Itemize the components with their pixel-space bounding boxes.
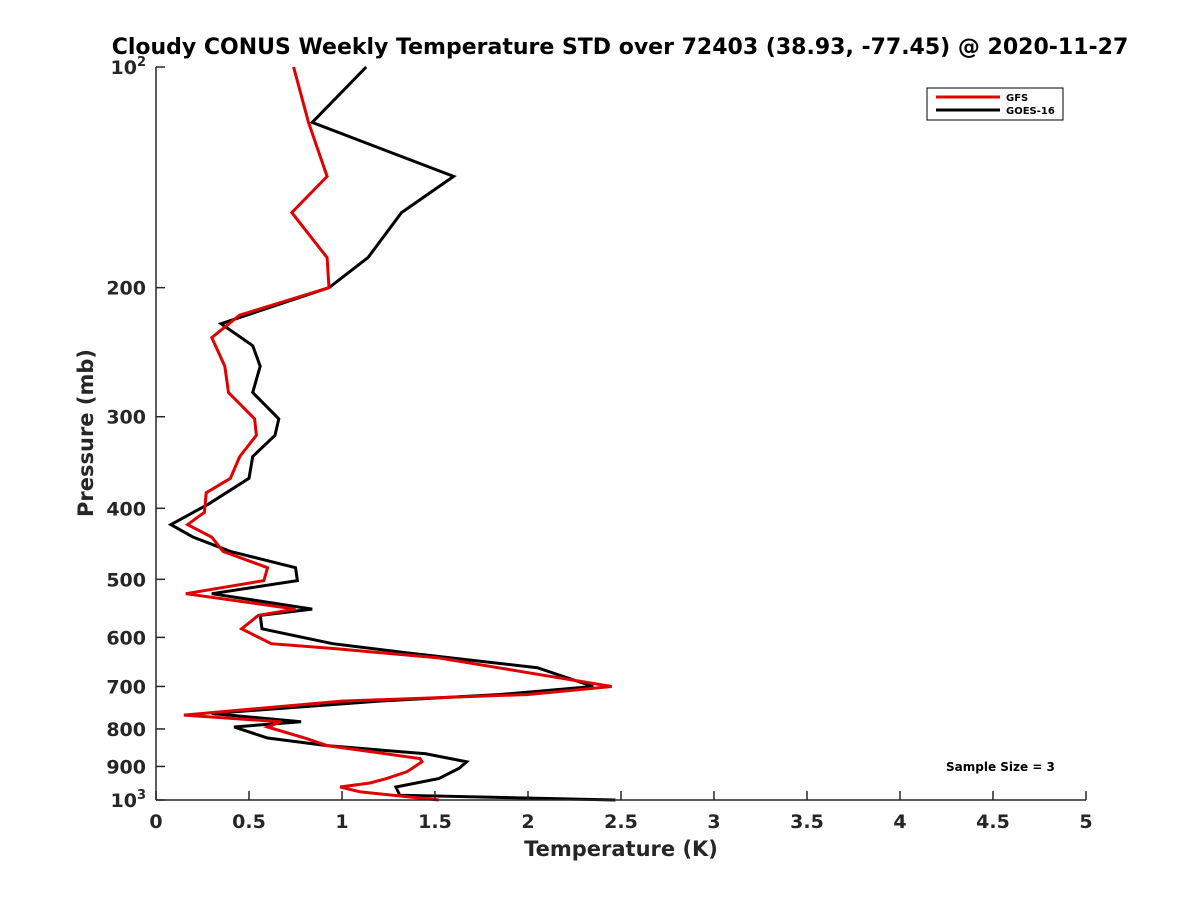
series-line-goes-16	[167, 65, 616, 802]
legend-box	[926, 87, 1064, 121]
y-tick-label: 500	[106, 569, 146, 591]
legend: GFS GOES-16	[926, 87, 1064, 121]
x-tick-label: 0.5	[232, 811, 266, 833]
series-layer	[167, 65, 616, 802]
x-ticks: 0 0.5 1 1.5 2 2.5 3 3.5 4 4.5 5	[149, 791, 1093, 833]
y-tick-label: 102	[111, 55, 147, 79]
x-axis-label: Temperature (K)	[524, 837, 718, 861]
y-tick-label: 600	[106, 627, 146, 649]
x-tick-label: 4	[893, 811, 906, 833]
y-tick-label: 400	[106, 498, 146, 520]
x-tick-label: 3	[707, 811, 720, 833]
y-tick-label: 300	[106, 407, 146, 429]
y-axis-label: Pressure (mb)	[74, 349, 98, 517]
legend-label-goes-16: GOES-16	[1006, 106, 1055, 117]
y-tick-label: 700	[106, 676, 146, 698]
legend-label-gfs: GFS	[1006, 93, 1028, 104]
x-tick-label: 2.5	[604, 811, 638, 833]
y-tick-label: 900	[106, 756, 146, 778]
x-tick-label: 5	[1079, 811, 1092, 833]
chart-title: Cloudy CONUS Weekly Temperature STD over…	[112, 35, 1129, 60]
y-tick-label: 200	[106, 278, 146, 300]
y-ticks: 102 200 300 400 500 600 700 800 900 103	[106, 55, 165, 812]
series-line-gfs	[183, 66, 612, 802]
x-tick-label: 1	[335, 811, 348, 833]
y-tick-label: 800	[106, 719, 146, 741]
x-tick-label: 3.5	[790, 811, 824, 833]
y-tick-label: 103	[111, 788, 147, 812]
x-tick-label: 0	[149, 811, 162, 833]
x-tick-label: 2	[521, 811, 534, 833]
axes-layer	[155, 67, 1086, 801]
x-tick-label: 4.5	[976, 811, 1010, 833]
sample-size-annotation: Sample Size = 3	[946, 760, 1055, 774]
x-tick-label: 1.5	[418, 811, 452, 833]
